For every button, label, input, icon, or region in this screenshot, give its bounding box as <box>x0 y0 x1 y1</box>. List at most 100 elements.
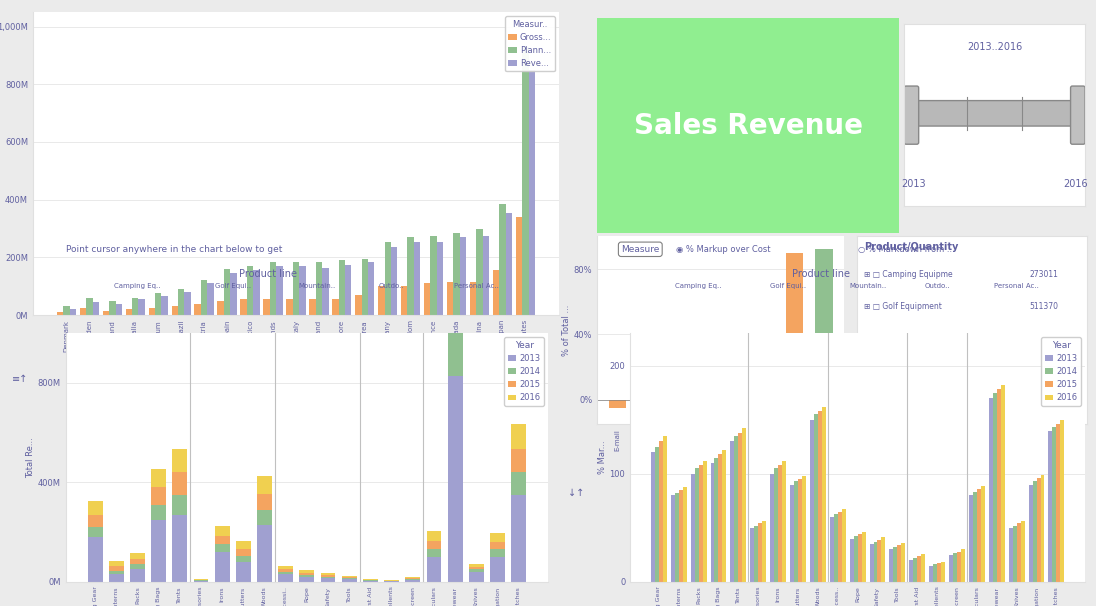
Bar <box>1049 430 1052 582</box>
Bar <box>751 528 754 582</box>
Bar <box>675 493 678 582</box>
Bar <box>973 492 977 582</box>
Bar <box>109 566 124 571</box>
Bar <box>818 411 822 582</box>
Text: Sales Revenue: Sales Revenue <box>633 112 863 140</box>
Text: ⊞ □ Camping Equipme: ⊞ □ Camping Equipme <box>864 270 952 279</box>
Bar <box>1057 424 1061 582</box>
Bar <box>493 270 500 315</box>
Bar <box>774 468 778 582</box>
Legend: 2013, 2014, 2015, 2016: 2013, 2014, 2015, 2016 <box>504 338 544 406</box>
Text: 511370: 511370 <box>1030 302 1059 311</box>
Bar <box>734 436 739 582</box>
Bar <box>322 267 329 315</box>
Bar <box>913 558 917 582</box>
Bar <box>448 376 463 582</box>
Bar <box>236 541 251 548</box>
Bar <box>109 574 124 582</box>
Text: 120144: 120144 <box>1030 366 1059 375</box>
Bar <box>401 286 408 315</box>
Bar <box>798 479 802 582</box>
Text: Point cursor anywhere in the chart below to get: Point cursor anywhere in the chart below… <box>66 245 282 254</box>
Bar <box>215 527 229 536</box>
Bar <box>949 554 954 582</box>
Bar <box>258 525 272 582</box>
Text: ⊞ □ Outdoor Protection: ⊞ □ Outdoor Protection <box>864 366 955 375</box>
Bar <box>1013 525 1017 582</box>
Bar <box>448 271 463 326</box>
Bar <box>469 572 483 582</box>
Bar <box>448 326 463 376</box>
Bar <box>815 250 833 400</box>
Bar <box>929 565 933 582</box>
Bar <box>321 578 335 582</box>
Bar <box>172 449 187 473</box>
Bar <box>954 553 957 582</box>
Bar <box>414 242 420 315</box>
Bar <box>1008 528 1013 582</box>
Bar <box>130 564 145 570</box>
Bar <box>278 566 293 569</box>
Bar <box>224 269 230 315</box>
Bar <box>516 217 522 315</box>
Text: Personal Ac..: Personal Ac.. <box>454 282 499 288</box>
Bar <box>477 228 482 315</box>
Bar <box>406 579 420 580</box>
FancyBboxPatch shape <box>1071 86 1085 144</box>
Bar <box>651 452 654 582</box>
Bar <box>258 476 272 493</box>
Bar <box>342 578 356 579</box>
Bar <box>469 564 483 567</box>
Text: Camping Eq..: Camping Eq.. <box>675 282 722 288</box>
Bar <box>126 309 132 315</box>
Bar <box>454 233 460 315</box>
Bar <box>710 463 715 582</box>
Bar <box>321 576 335 578</box>
Bar <box>993 393 996 582</box>
Bar <box>424 284 431 315</box>
Bar <box>103 311 110 315</box>
Text: Mountain..: Mountain.. <box>299 282 336 288</box>
Bar <box>522 47 528 315</box>
Bar <box>149 308 155 315</box>
Bar <box>342 576 356 578</box>
Bar <box>957 551 961 582</box>
Y-axis label: % of Total ...: % of Total ... <box>562 305 571 356</box>
Bar <box>240 299 247 315</box>
Bar <box>878 539 881 582</box>
Bar <box>70 309 76 315</box>
Bar <box>236 548 251 556</box>
Bar <box>276 266 283 315</box>
Bar <box>217 301 224 315</box>
Bar <box>802 476 806 582</box>
Bar <box>426 550 442 557</box>
Bar <box>511 494 526 582</box>
Bar <box>172 494 187 514</box>
Bar <box>172 473 187 494</box>
Bar <box>345 265 352 315</box>
Text: ⊞ □ Personal Accessor: ⊞ □ Personal Accessor <box>864 398 951 407</box>
Bar <box>406 580 420 582</box>
Bar <box>730 441 734 582</box>
Text: Golf Equi..: Golf Equi.. <box>770 282 806 288</box>
Bar <box>378 286 385 315</box>
Bar <box>697 384 715 400</box>
Legend: Gross..., Plann..., Reve...: Gross..., Plann..., Reve... <box>505 16 555 72</box>
Bar <box>431 236 437 315</box>
Bar <box>215 544 229 552</box>
Bar <box>790 485 794 582</box>
Bar <box>941 562 945 582</box>
Bar <box>130 559 145 564</box>
Text: ⊞ □ Golf Equipment: ⊞ □ Golf Equipment <box>864 302 941 311</box>
Bar <box>87 298 92 315</box>
Bar <box>1017 524 1020 582</box>
Bar <box>922 554 925 582</box>
Bar <box>690 474 695 582</box>
Bar <box>490 557 505 582</box>
Bar <box>278 569 293 572</box>
Bar <box>762 521 766 582</box>
Bar <box>756 377 774 400</box>
Bar <box>88 537 103 582</box>
Bar <box>80 308 87 315</box>
Bar <box>490 533 505 542</box>
